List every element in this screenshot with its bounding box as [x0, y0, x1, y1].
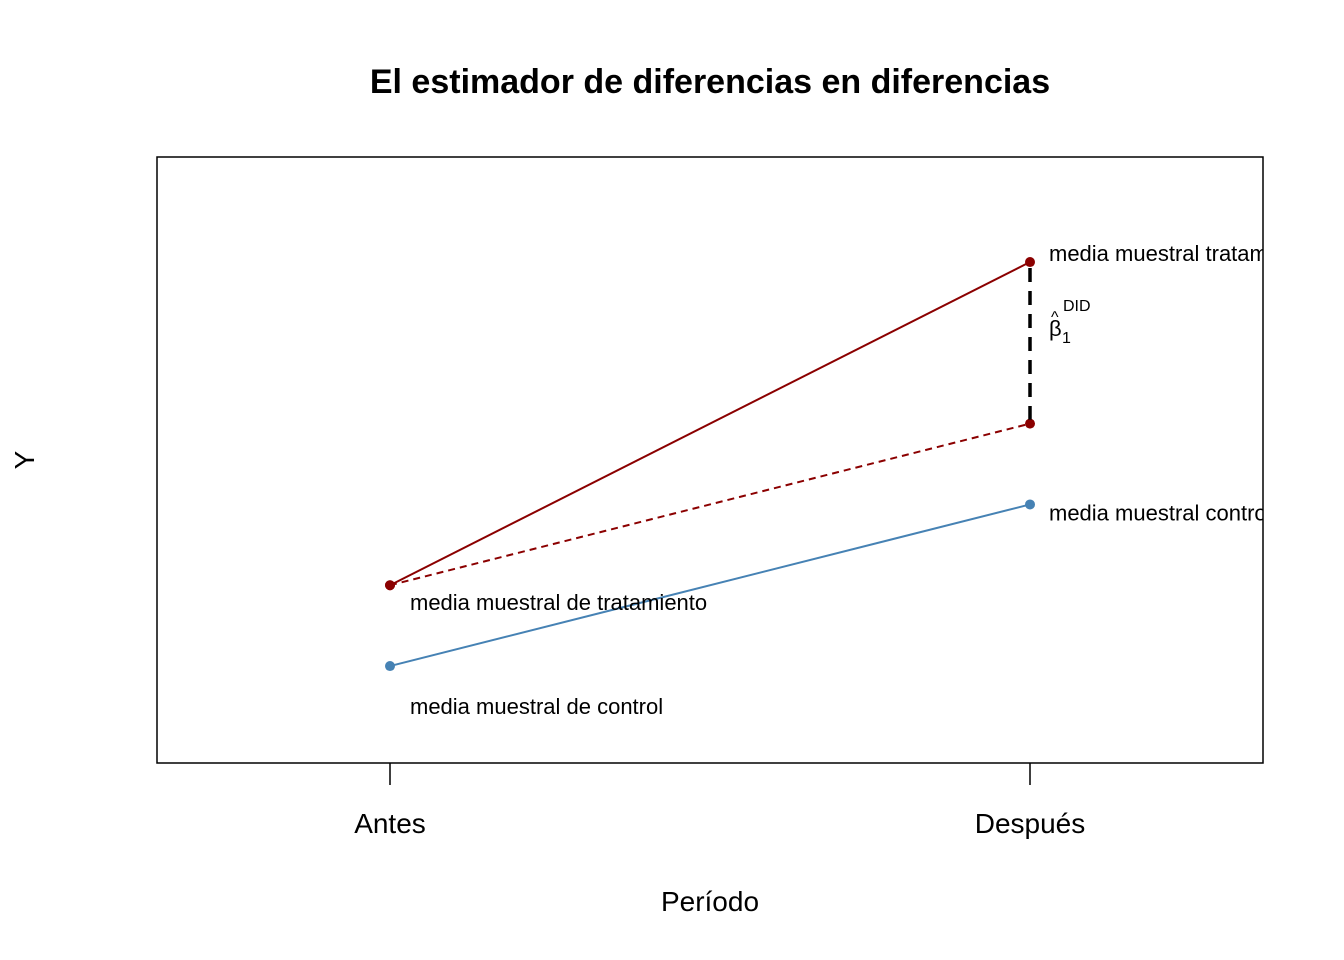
- beta-hat-symbol: ^: [1051, 309, 1059, 326]
- series-2-point-1: [1025, 499, 1035, 510]
- series-1-point-1: [1025, 418, 1035, 429]
- chart-title: El estimador de diferencias en diferenci…: [370, 63, 1050, 101]
- label-treatment-before: media muestral de tratamiento: [410, 590, 707, 615]
- x-axis: Antes Después: [354, 763, 1085, 839]
- series-2-point-0: [385, 661, 395, 672]
- beta-symbol: β: [1049, 316, 1062, 341]
- y-axis-label: Y: [9, 450, 40, 469]
- series-line-2: [389, 503, 1031, 668]
- x-tick-label-0: Antes: [354, 808, 426, 839]
- beta-did-label: ^ β 1 DID: [1049, 298, 1091, 347]
- plot-frame: [156, 156, 1264, 764]
- annotation-layer: media muestral de tratamiento media mues…: [410, 241, 1316, 719]
- series-line-1: [389, 422, 1031, 587]
- series-line-0: [389, 261, 1031, 587]
- beta-subscript: 1: [1062, 330, 1071, 347]
- x-axis-label: Período: [661, 886, 759, 917]
- label-treatment-after: media muestral tratamiento: [1049, 241, 1316, 266]
- x-tick-label-1: Después: [975, 808, 1086, 839]
- label-control-before: media muestral de control: [410, 694, 663, 719]
- series-1-point-0: [385, 580, 395, 591]
- series-0-point-1: [1025, 257, 1035, 268]
- series-layer: [385, 257, 1035, 672]
- label-control-after: media muestral control: [1049, 500, 1272, 525]
- beta-superscript: DID: [1063, 298, 1091, 315]
